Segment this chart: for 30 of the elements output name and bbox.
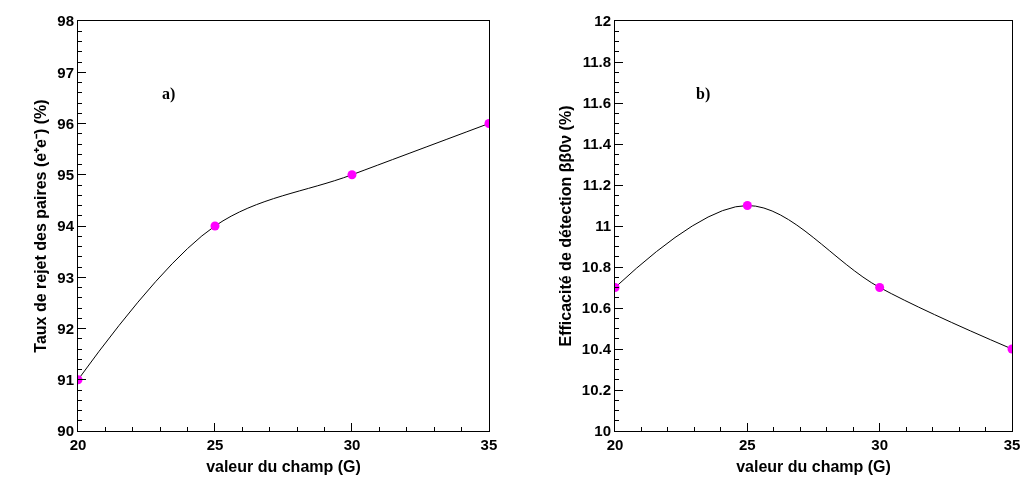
y-tick-label: 11 xyxy=(595,217,612,235)
y-axis-title: Efficacité de détection ββ0ν (%) xyxy=(556,105,574,347)
annotation: b) xyxy=(696,85,711,103)
y-tick-label: 12 xyxy=(594,12,612,30)
y-tick-label: 98 xyxy=(57,12,74,30)
x-axis-title: valeur du champ (G) xyxy=(206,457,361,475)
y-tick-label: 11.6 xyxy=(582,94,612,112)
x-tick-label: 30 xyxy=(871,436,889,453)
x-tick-label: 35 xyxy=(1003,436,1021,453)
x-tick-label: 35 xyxy=(480,436,498,453)
y-tick-label: 10.2 xyxy=(581,381,612,399)
x-tick-label: 30 xyxy=(343,436,361,453)
y-tick-label: 10.6 xyxy=(581,299,612,317)
y-tick-label: 91 xyxy=(57,371,74,388)
y-tick-label: 97 xyxy=(57,63,74,81)
y-tick-label: 93 xyxy=(57,268,74,286)
x-axis-title: valeur du champ (G) xyxy=(736,457,891,475)
y-tick-label: 11.8 xyxy=(582,53,612,71)
y-tick-label: 95 xyxy=(57,166,74,183)
y-axis-title: Taux de rejet des paires (e⁺e⁻) (%) xyxy=(32,99,50,353)
x-tick-label: 25 xyxy=(739,436,756,453)
x-tick-label: 25 xyxy=(206,436,224,453)
y-tick-label: 10.4 xyxy=(581,340,612,358)
y-tick-label: 92 xyxy=(57,319,74,337)
y-tick-label: 11.2 xyxy=(582,176,612,194)
annotation: a) xyxy=(162,85,176,103)
y-tick-label: 11.4 xyxy=(582,135,612,153)
y-tick-label: 94 xyxy=(57,217,75,235)
y-tick-label: 10.8 xyxy=(581,258,612,276)
y-tick-label: 96 xyxy=(57,114,74,132)
